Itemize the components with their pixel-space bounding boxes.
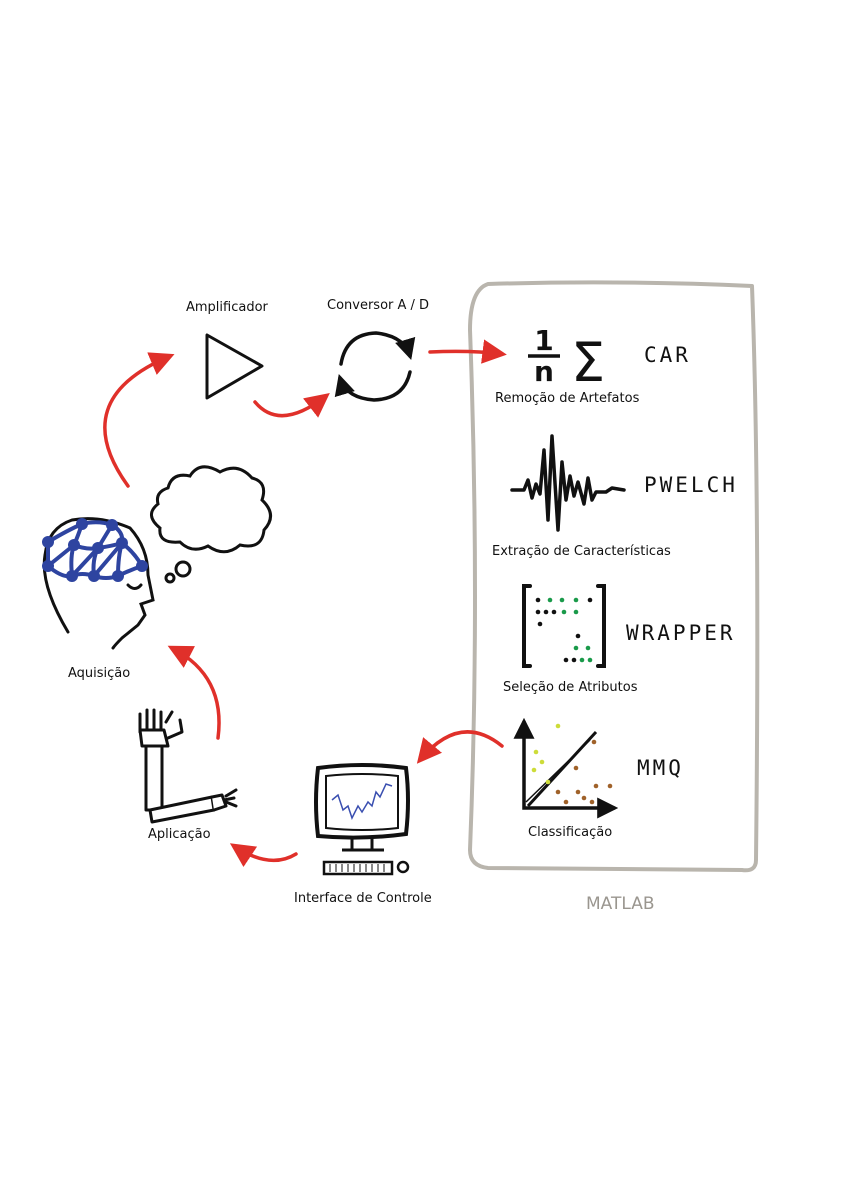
feature-extraction-label: Extração de Características bbox=[492, 544, 671, 559]
head-thinking-icon bbox=[42, 465, 272, 650]
matlab-panel-title: MATLAB bbox=[586, 894, 655, 914]
artifact-removal-label: Remoção de Artefatos bbox=[495, 391, 640, 406]
matlab-panel-border bbox=[468, 280, 760, 873]
thought-bubble bbox=[150, 465, 272, 554]
arrow-matlab-to-interface bbox=[416, 730, 504, 764]
wrapper-code-label: WRAPPER bbox=[626, 621, 736, 645]
mmq-code-label: MMQ bbox=[637, 756, 684, 780]
scatter-regression-icon bbox=[513, 717, 619, 819]
converter-label: Conversor A / D bbox=[327, 298, 430, 313]
attribute-selection-label: Seleção de Atributos bbox=[503, 680, 638, 695]
arrow-amplifier-to-converter bbox=[253, 392, 330, 418]
formula-sum-operator: Σ bbox=[571, 331, 605, 394]
robotic-arm-icon bbox=[138, 708, 238, 824]
formula-denominator: n bbox=[534, 355, 554, 388]
arrow-converter-to-matlab bbox=[428, 339, 507, 364]
pwelch-code-label: PWELCH bbox=[644, 473, 738, 497]
control-interface-label: Interface de Controle bbox=[294, 891, 432, 906]
feature-matrix-icon bbox=[522, 584, 606, 668]
arrow-interface-to-application bbox=[229, 843, 298, 868]
arrow-acquisition-to-amplifier bbox=[103, 352, 175, 488]
converter-cycle-icon bbox=[334, 331, 416, 402]
mean-sum-formula-icon: 1 n Σ bbox=[528, 324, 605, 394]
computer-monitor-icon bbox=[314, 763, 410, 876]
eeg-electrode-cap-icon bbox=[42, 518, 148, 582]
acquisition-label: Aquisição bbox=[68, 666, 131, 681]
formula-numerator: 1 bbox=[534, 324, 553, 357]
amplifier-triangle-icon bbox=[205, 333, 264, 400]
arrow-application-to-acquisition bbox=[167, 645, 221, 740]
amplifier-label: Amplificador bbox=[186, 300, 268, 315]
car-code-label: CAR bbox=[644, 343, 691, 367]
application-label: Aplicação bbox=[148, 827, 211, 842]
classification-label: Classificação bbox=[528, 825, 613, 840]
signal-waveform-icon bbox=[510, 434, 626, 532]
